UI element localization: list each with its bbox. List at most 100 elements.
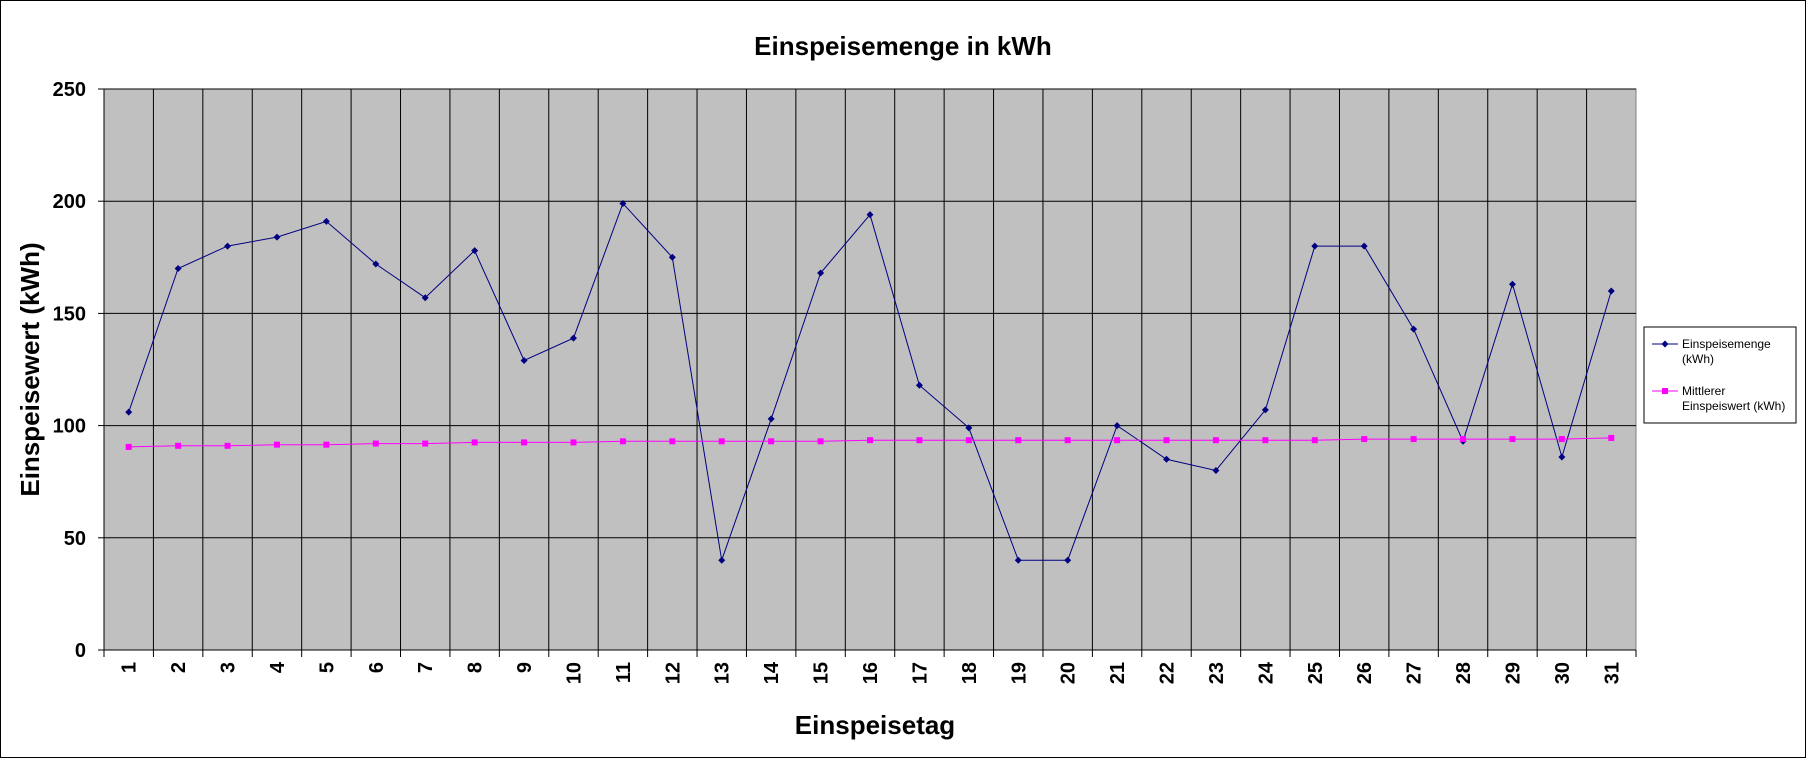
- legend-marker: [1661, 340, 1669, 348]
- data-point: [866, 211, 874, 219]
- x-tick-label: 5: [316, 662, 338, 673]
- legend-label: Einspeisemenge: [1682, 337, 1771, 351]
- series-1: [125, 199, 1615, 564]
- data-point: [1410, 325, 1418, 333]
- data-point: [1163, 455, 1171, 463]
- x-tick-label: 1: [119, 662, 141, 673]
- plot-area: [103, 88, 1637, 651]
- y-axis-tick-labels: 0 50 100 150 200 250: [53, 79, 86, 662]
- data-point: [224, 442, 231, 449]
- data-point: [1014, 556, 1022, 564]
- x-tick-label: 16: [860, 662, 882, 684]
- x-axis-tick-labels: 1 2 3 4 5 6 7 8 9 10 11 12 13 14 15 16 17 18 19 20 21 22 23 24 2…: [119, 661, 1624, 684]
- y-axis-title: Einspeisewert (kWh): [15, 242, 45, 496]
- data-point: [1311, 437, 1318, 444]
- data-point: [471, 439, 478, 446]
- x-tick-label: 26: [1354, 662, 1376, 684]
- data-point: [1113, 422, 1121, 430]
- data-point: [1608, 434, 1615, 441]
- x-tick-label: 30: [1552, 662, 1574, 684]
- x-tick-label: 3: [218, 662, 240, 673]
- data-point: [421, 294, 429, 302]
- data-point: [1460, 436, 1467, 443]
- data-point: [767, 415, 775, 423]
- data-point: [1508, 280, 1516, 288]
- data-point: [1064, 556, 1072, 564]
- data-point: [1015, 437, 1022, 444]
- x-tick-label: 2: [168, 662, 190, 673]
- x-tick-label: 18: [959, 662, 981, 684]
- x-tick-label: 7: [415, 662, 437, 673]
- x-tick-label: 13: [712, 662, 734, 684]
- series-2: [125, 434, 1615, 450]
- chart-title: Einspeisemenge in kWh: [754, 31, 1052, 61]
- x-tick-label: 8: [465, 662, 487, 673]
- y-tick-label: 50: [64, 528, 86, 550]
- x-tick-label: 22: [1157, 662, 1179, 684]
- x-tick-label: 20: [1058, 662, 1080, 684]
- x-tick-label: 21: [1107, 662, 1129, 684]
- y-tick-label: 0: [75, 640, 86, 662]
- data-point: [619, 438, 626, 445]
- data-point: [669, 438, 676, 445]
- data-point: [817, 269, 825, 277]
- data-point: [1311, 242, 1319, 250]
- x-tick-label: 4: [267, 661, 289, 673]
- data-point: [1064, 437, 1071, 444]
- data-point: [915, 381, 923, 389]
- data-point: [174, 265, 182, 273]
- data-point: [372, 260, 380, 268]
- data-point: [125, 408, 133, 416]
- x-tick-label: 10: [563, 662, 585, 684]
- y-tick-label: 150: [53, 303, 86, 325]
- data-point: [1410, 436, 1417, 443]
- y-tick-label: 250: [53, 79, 86, 101]
- data-point: [1262, 437, 1269, 444]
- legend: Einspeisemenge(kWh) MittlererEinspeiswert…: [1643, 326, 1797, 424]
- legend-box: [1643, 326, 1797, 424]
- x-tick-label: 12: [662, 662, 684, 684]
- x-tick-label: 11: [613, 662, 635, 683]
- data-point: [1558, 453, 1566, 461]
- y-tick-label: 200: [53, 191, 86, 213]
- x-tick-label: 9: [514, 662, 536, 673]
- data-point: [570, 439, 577, 446]
- data-point: [916, 437, 923, 444]
- data-point: [718, 556, 726, 564]
- data-point: [422, 440, 429, 447]
- data-point: [768, 438, 775, 445]
- data-point: [1212, 466, 1220, 474]
- legend-label: Einspeiswert (kWh): [1682, 399, 1785, 413]
- y-tick-label: 100: [53, 416, 86, 438]
- axes: [98, 88, 1637, 657]
- legend-label: Mittlerer: [1682, 384, 1725, 398]
- data-point: [817, 438, 824, 445]
- data-point: [1558, 436, 1565, 443]
- data-point: [224, 242, 232, 250]
- data-point: [619, 199, 627, 207]
- x-tick-label: 15: [811, 662, 833, 684]
- x-tick-label: 31: [1601, 662, 1623, 684]
- gridlines: [104, 88, 1636, 650]
- x-tick-label: 28: [1453, 662, 1475, 684]
- data-point: [520, 357, 528, 365]
- data-point: [569, 334, 577, 342]
- x-tick-label: 24: [1255, 661, 1277, 684]
- data-point: [965, 437, 972, 444]
- data-point: [322, 217, 330, 225]
- data-point: [668, 253, 676, 261]
- data-point: [1607, 287, 1615, 295]
- data-point: [1360, 242, 1368, 250]
- data-point: [273, 233, 281, 241]
- data-point: [718, 438, 725, 445]
- data-point: [471, 247, 479, 255]
- data-point: [1212, 437, 1219, 444]
- x-tick-label: 29: [1502, 662, 1524, 684]
- data-point: [323, 441, 330, 448]
- data-point: [1163, 437, 1170, 444]
- data-point: [1114, 437, 1121, 444]
- legend-marker: [1662, 388, 1668, 394]
- series-layer: [125, 199, 1615, 564]
- data-point: [1509, 436, 1516, 443]
